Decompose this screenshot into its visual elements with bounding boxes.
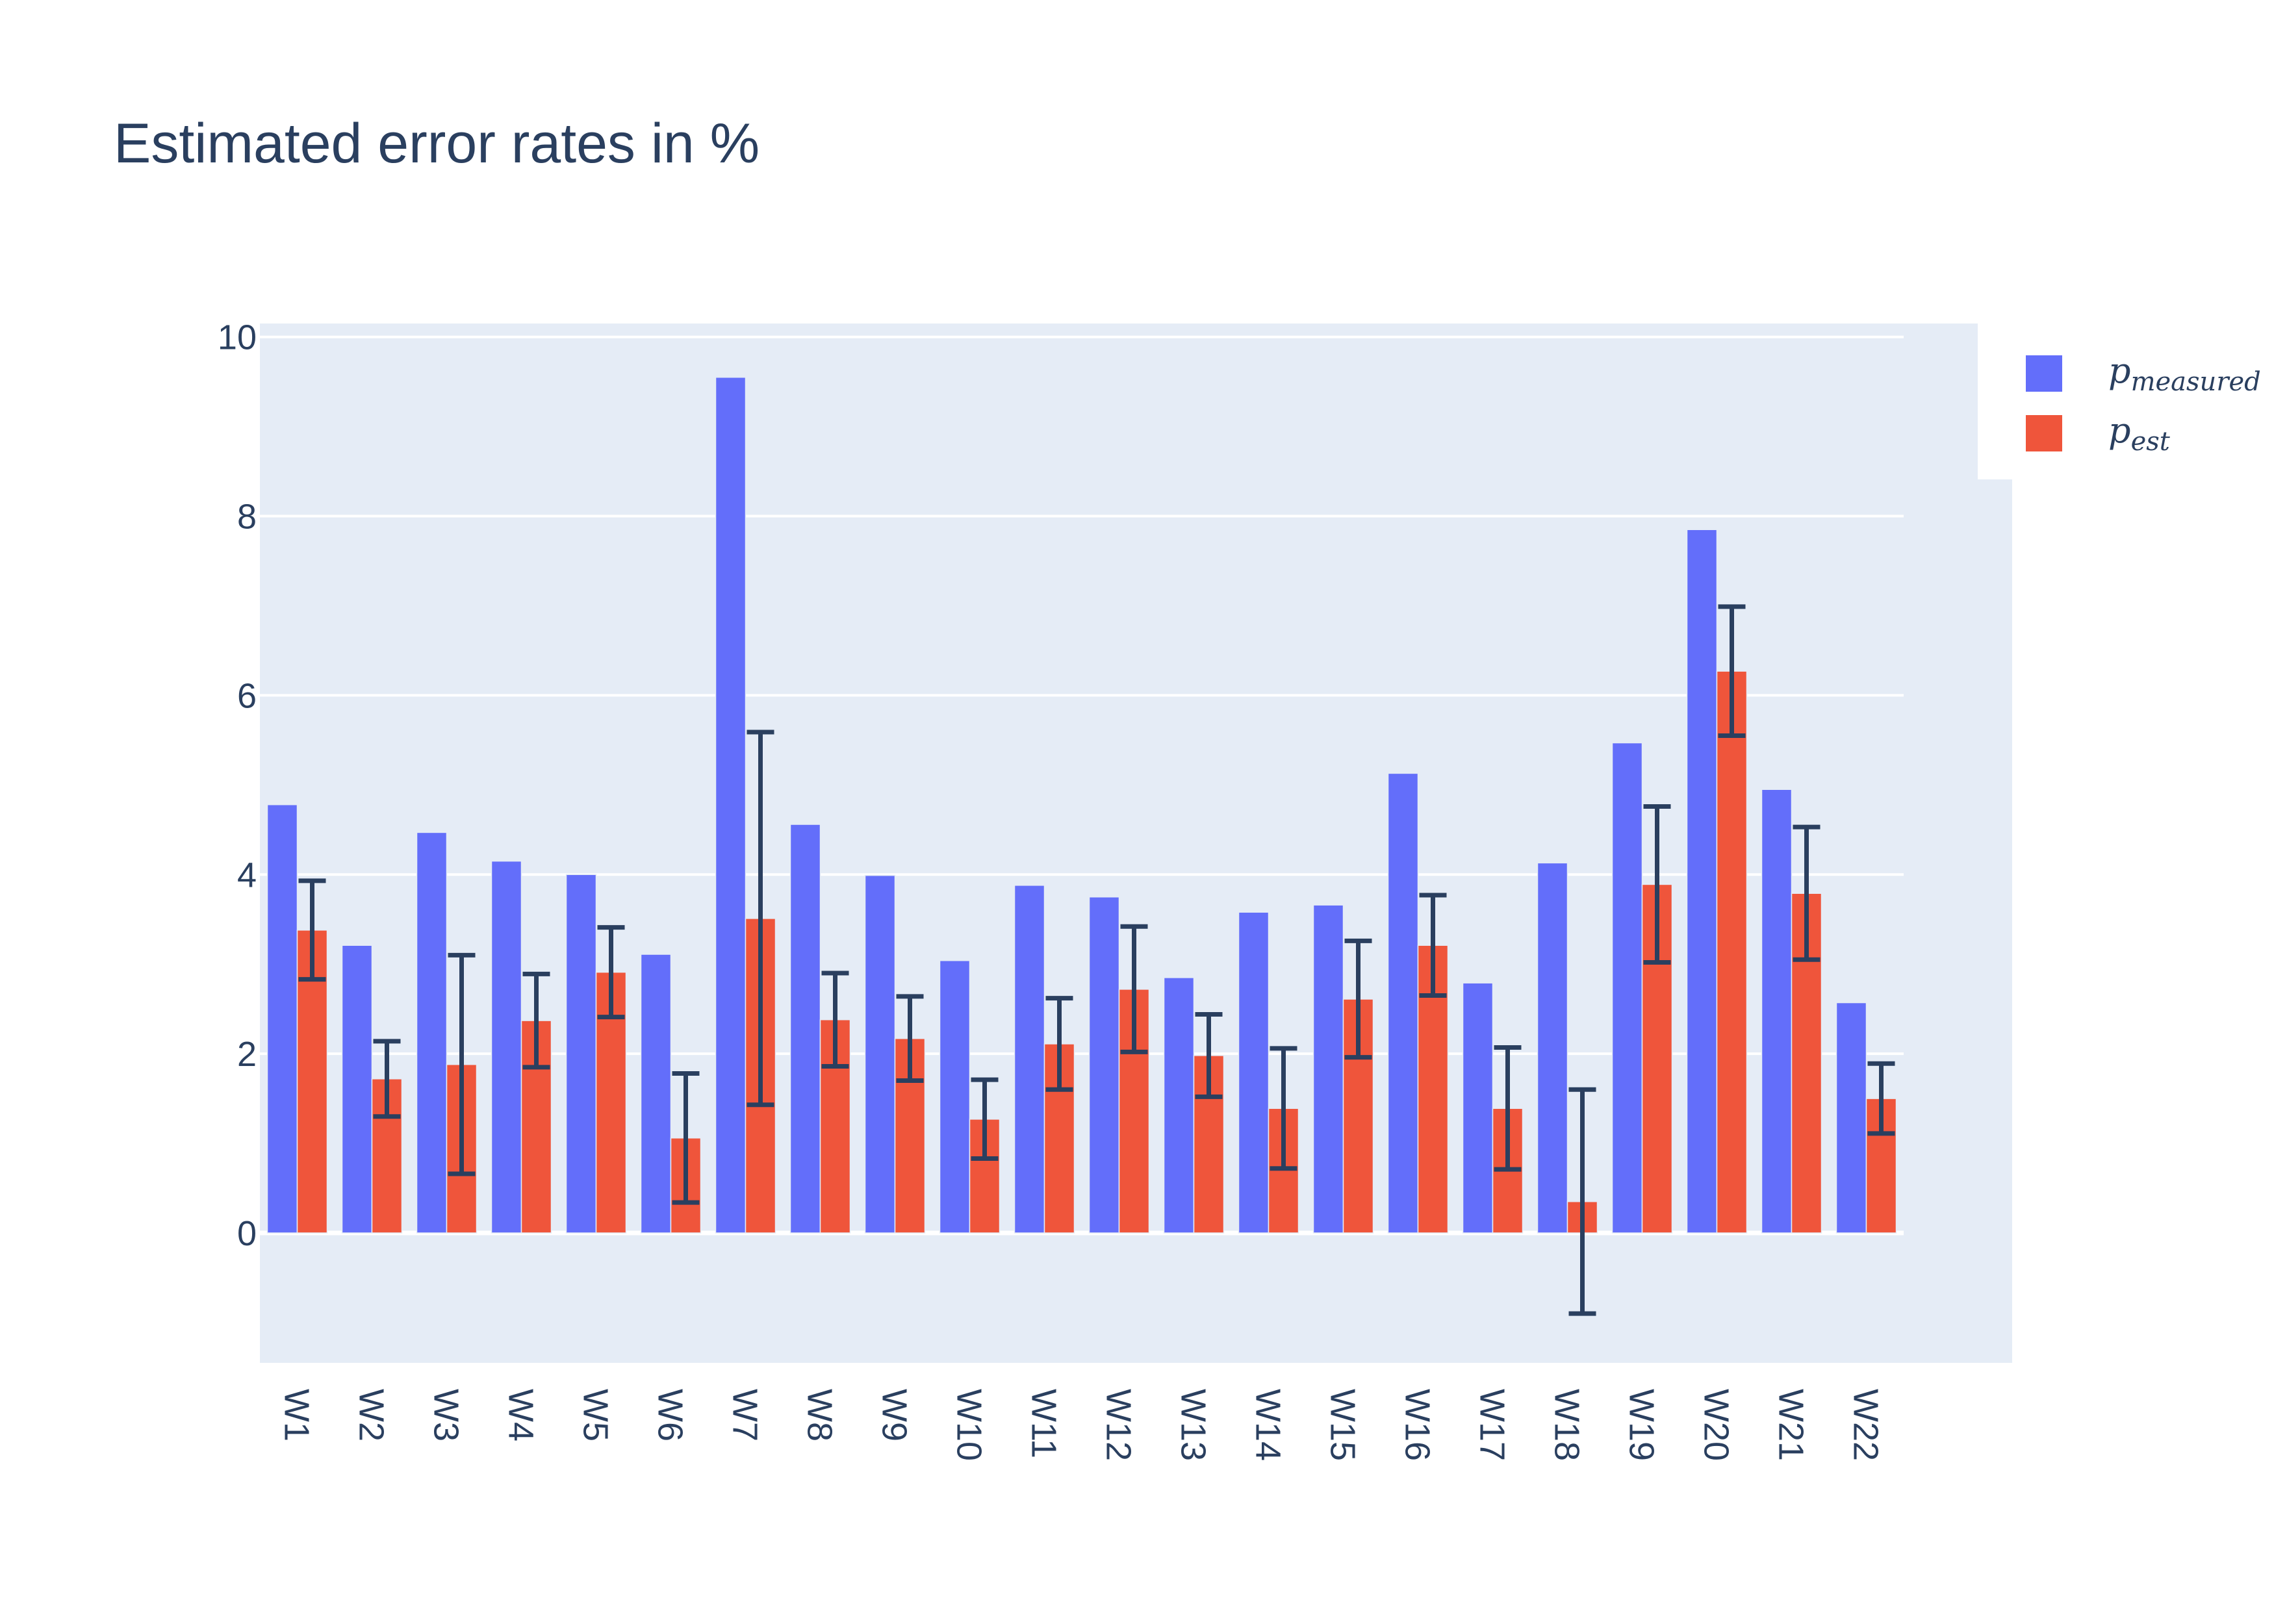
- error-bar-W15: [1344, 938, 1372, 1060]
- x-tick-label: W19: [1622, 1389, 1661, 1461]
- bar-measured-W6: [640, 954, 672, 1234]
- bar-measured-W4: [491, 860, 522, 1234]
- error-bar-W13: [1195, 1011, 1223, 1099]
- x-tick-label: W14: [1249, 1389, 1288, 1461]
- bar-est-W15: [1342, 998, 1374, 1234]
- bar-measured-W13: [1163, 977, 1195, 1234]
- bar-measured-W9: [864, 874, 896, 1234]
- error-bar-W12: [1120, 924, 1148, 1054]
- y-tick-label: 0: [237, 1214, 257, 1253]
- legend-item-measured[interactable]: pmeasured: [2026, 350, 2261, 397]
- error-bar-W11: [1045, 996, 1073, 1092]
- x-tick-label: W22: [1846, 1389, 1885, 1461]
- x-tick-label: W1: [277, 1389, 316, 1441]
- y-tick-label: 10: [218, 318, 257, 357]
- x-tick-label: W7: [726, 1389, 765, 1441]
- error-bars: [298, 604, 1895, 1316]
- bar-measured-W10: [939, 959, 971, 1234]
- bar-measured-W15: [1312, 904, 1344, 1234]
- error-bar-W4: [522, 971, 550, 1070]
- y-tick-label: 6: [237, 676, 257, 715]
- x-tick-label: W2: [352, 1389, 391, 1441]
- x-tick-label: W17: [1473, 1389, 1512, 1461]
- legend-swatch: [2026, 355, 2062, 392]
- error-bar-W1: [298, 878, 326, 982]
- x-tick-label: W4: [502, 1389, 541, 1441]
- error-bar-W5: [597, 925, 625, 1020]
- error-bar-W3: [448, 952, 476, 1176]
- x-tick-label: W11: [1025, 1389, 1064, 1458]
- error-bar-W20: [1718, 604, 1746, 738]
- bar-measured-W14: [1238, 911, 1270, 1234]
- x-tick-label: W13: [1174, 1389, 1213, 1461]
- x-tick-label: W8: [800, 1389, 839, 1441]
- error-bar-W14: [1270, 1046, 1297, 1171]
- legend[interactable]: pmeasured pest: [1978, 324, 2274, 479]
- bar-measured-W21: [1761, 789, 1793, 1234]
- bar-measured-W16: [1387, 772, 1419, 1234]
- x-tick-label: W15: [1323, 1389, 1362, 1461]
- error-bar-W7: [747, 730, 774, 1108]
- x-tick-label: W16: [1398, 1389, 1437, 1461]
- bar-measured-W22: [1835, 1002, 1867, 1234]
- bar-measured-W7: [715, 377, 747, 1234]
- error-bar-W9: [896, 994, 924, 1084]
- x-tick-label: W9: [875, 1389, 914, 1441]
- error-bar-W19: [1643, 804, 1671, 965]
- bar-measured-W8: [789, 824, 821, 1234]
- legend-label: pmeasured: [2108, 350, 2261, 397]
- error-bar-W2: [373, 1039, 401, 1119]
- x-axis-ticks: W1 W2 W3 W4 W5 W6 W7 W8 W9 W10 W11 W12 W13 W14 W15 W16 W…: [277, 1389, 1885, 1461]
- error-bar-W16: [1419, 893, 1447, 998]
- x-tick-label: W21: [1772, 1389, 1811, 1461]
- legend-swatch: [2026, 415, 2062, 451]
- bar-measured-W18: [1537, 862, 1568, 1234]
- bar-measured-W2: [341, 945, 373, 1234]
- error-bar-W21: [1793, 824, 1820, 962]
- bar-measured-W17: [1462, 982, 1494, 1234]
- legend-box: [1978, 324, 2274, 479]
- error-bar-W18: [1568, 1087, 1596, 1316]
- chart-title: Estimated error rates in %: [114, 112, 760, 175]
- y-tick-label: 4: [237, 856, 257, 894]
- y-tick-label: 8: [237, 498, 257, 537]
- bar-measured-W5: [565, 874, 597, 1234]
- error-bar-W17: [1494, 1045, 1522, 1172]
- legend-item-est[interactable]: pest: [2026, 410, 2171, 457]
- x-tick-label: W5: [576, 1389, 615, 1441]
- bar-measured-W3: [416, 831, 448, 1234]
- x-tick-label: W6: [651, 1389, 690, 1441]
- y-axis-ticks: 0 2 4 6 8 10: [218, 318, 257, 1253]
- bar-measured-W1: [266, 804, 298, 1234]
- x-tick-label: W20: [1697, 1389, 1736, 1461]
- error-bar-W6: [672, 1071, 700, 1205]
- bar-measured-W19: [1611, 742, 1643, 1234]
- error-bar-W22: [1867, 1061, 1895, 1136]
- x-tick-label: W12: [1099, 1389, 1138, 1461]
- legend-label: pest: [2108, 410, 2171, 457]
- bar-measured-W12: [1088, 896, 1120, 1234]
- y-tick-label: 2: [237, 1035, 257, 1074]
- error-bar-W10: [971, 1077, 999, 1161]
- x-tick-label: W3: [427, 1389, 466, 1441]
- bar-measured-W20: [1686, 529, 1718, 1234]
- error-bar-W8: [821, 971, 849, 1069]
- bar-est-W20: [1716, 670, 1748, 1234]
- bar-measured-W11: [1014, 885, 1045, 1234]
- x-tick-label: W18: [1548, 1389, 1587, 1461]
- x-tick-label: W10: [950, 1389, 989, 1461]
